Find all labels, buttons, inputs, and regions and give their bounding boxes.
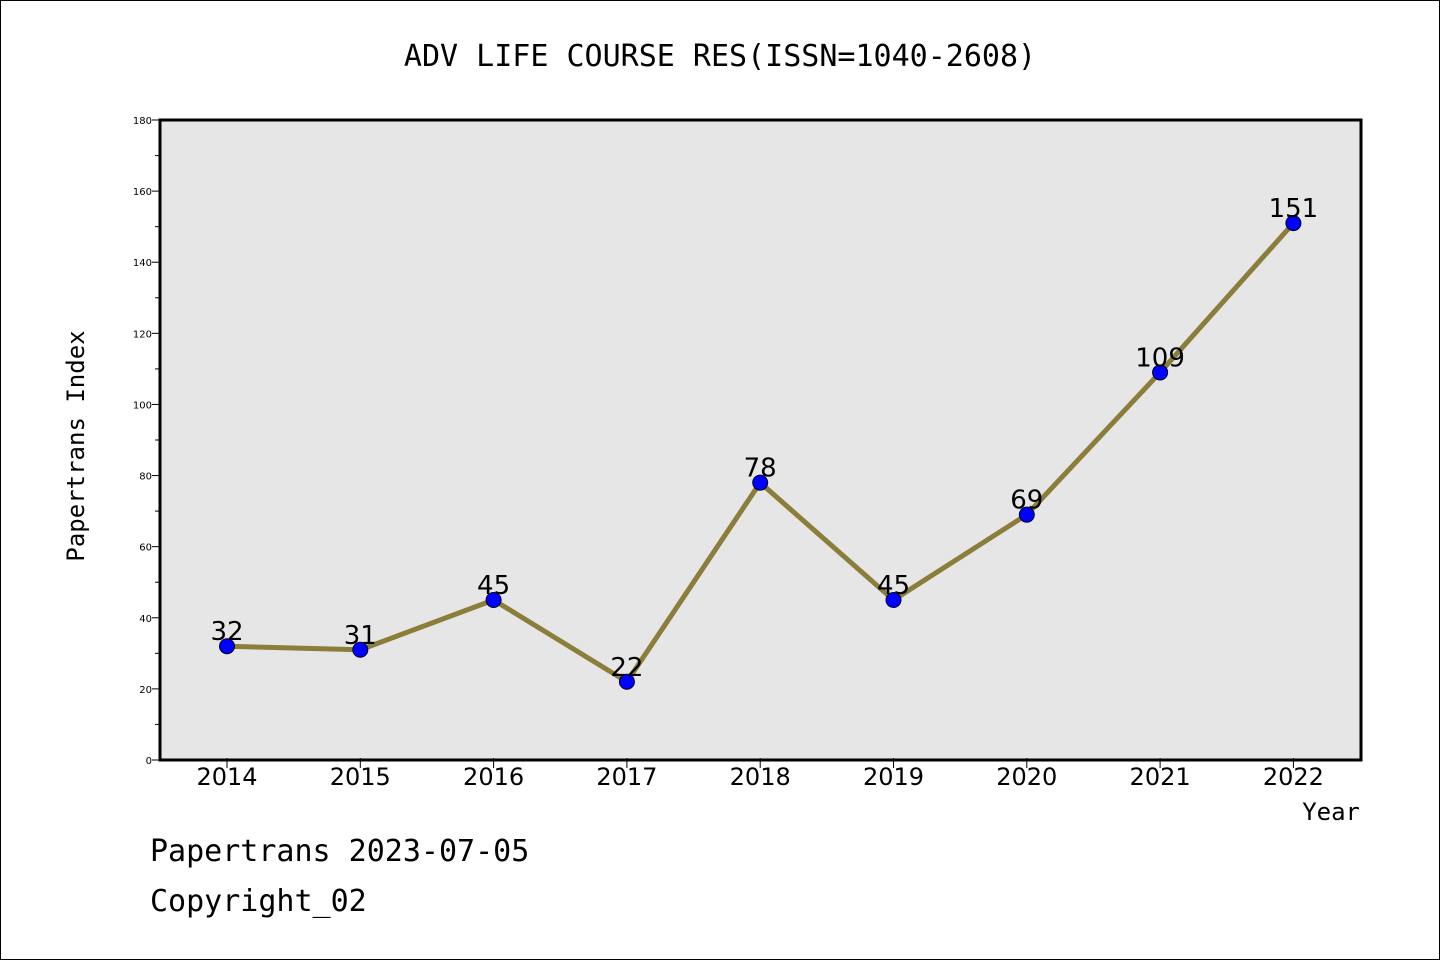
x-axis: 2014 2015 2016 2017 2018 2019 2020 2021 2022 <box>196 758 1324 791</box>
x-tick-label: 2022 <box>1263 763 1324 791</box>
data-label: 45 <box>877 571 910 601</box>
data-points <box>219 215 1302 690</box>
x-tick-label: 2014 <box>196 763 257 791</box>
data-point <box>352 641 369 658</box>
data-point <box>1018 506 1035 523</box>
footer-date: Papertrans 2023-07-05 <box>150 834 530 869</box>
y-axis: 0 20 40 60 80 100 120 140 160 180 <box>133 116 160 767</box>
data-label: 32 <box>210 617 243 647</box>
x-tick-label: 2019 <box>863 763 924 791</box>
y-tick-label: 100 <box>133 400 152 411</box>
data-point <box>1285 215 1302 232</box>
y-tick-label: 80 <box>139 472 152 483</box>
x-tick-label: 2016 <box>463 763 524 791</box>
data-label: 22 <box>610 653 643 683</box>
footer-copyright: Copyright_02 <box>150 884 367 919</box>
data-point <box>485 592 502 608</box>
data-label: 78 <box>744 454 777 484</box>
plot-area <box>158 118 1363 762</box>
data-point <box>1152 364 1169 381</box>
x-tick-label: 2018 <box>730 763 791 791</box>
data-point <box>752 474 769 491</box>
data-label: 31 <box>344 621 377 651</box>
data-point <box>219 638 235 655</box>
data-label: 109 <box>1135 343 1185 373</box>
chart-title: ADV LIFE COURSE RES(ISSN=1040-2608) <box>404 39 1036 74</box>
y-tick-label: 120 <box>133 329 152 340</box>
data-labels: 32 31 45 22 78 45 69 109 151 <box>210 194 1318 683</box>
x-tick-label: 2017 <box>596 763 657 791</box>
y-tick-label: 140 <box>133 258 152 269</box>
data-point <box>885 592 902 608</box>
y-tick-label: 20 <box>139 685 152 696</box>
data-point <box>618 673 635 690</box>
x-axis-title: Year <box>1302 798 1360 826</box>
y-tick-label: 160 <box>133 187 152 198</box>
x-tick-label: 2015 <box>330 763 391 791</box>
x-tick-label: 2020 <box>996 763 1057 791</box>
y-tick-label: 0 <box>146 756 152 767</box>
data-label: 69 <box>1010 486 1043 516</box>
y-axis-title: Papertrans Index <box>62 330 90 561</box>
data-label: 45 <box>477 571 510 601</box>
y-tick-label: 180 <box>133 116 152 127</box>
y-tick-label: 60 <box>139 543 152 554</box>
data-label: 151 <box>1269 194 1319 224</box>
y-tick-label: 40 <box>139 614 152 625</box>
x-tick-label: 2021 <box>1130 763 1191 791</box>
